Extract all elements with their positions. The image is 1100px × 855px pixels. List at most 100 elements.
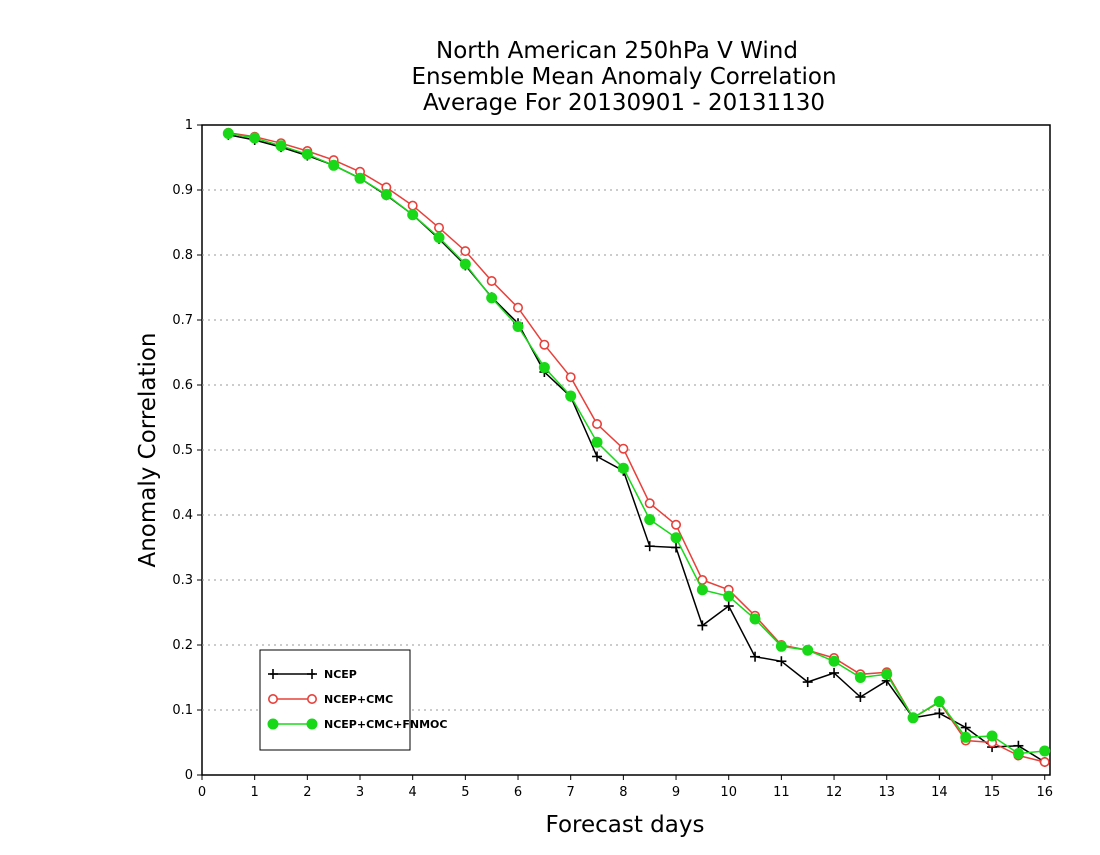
x-tick-label: 6 <box>514 785 522 800</box>
data-point-ncep <box>855 692 866 702</box>
data-point-ncep-cmc-fnmoc <box>644 514 656 526</box>
legend-marker-end <box>306 693 317 704</box>
data-point-ncep-cmc-fnmoc <box>433 231 445 243</box>
x-tick-label: 4 <box>409 785 417 800</box>
data-point-ncep-cmc-fnmoc <box>249 132 261 144</box>
series-layer <box>222 127 1051 767</box>
data-point-ncep-cmc <box>513 302 524 313</box>
x-tick-label: 2 <box>303 785 311 800</box>
legend-box <box>259 649 411 751</box>
x-tick-label: 15 <box>984 785 1001 800</box>
data-point-ncep <box>671 542 682 553</box>
x-tick-label: 8 <box>619 785 627 800</box>
data-point-ncep-cmc-fnmoc <box>512 321 524 332</box>
x-tick-label: 10 <box>720 785 737 800</box>
y-tick-label: 0.2 <box>172 638 193 653</box>
x-tick-label: 11 <box>773 785 790 800</box>
x-tick-label: 1 <box>251 785 259 800</box>
data-point-ncep <box>644 541 655 552</box>
data-point-ncep-cmc-fnmoc <box>749 613 761 625</box>
data-point-ncep <box>802 677 813 688</box>
data-point-ncep-cmc-fnmoc <box>538 361 550 373</box>
data-point-ncep-cmc <box>644 498 655 509</box>
y-tick-label: 0.5 <box>172 443 193 458</box>
data-point-ncep-cmc-fnmoc <box>328 159 340 171</box>
legend-marker-start <box>268 669 278 679</box>
data-point-ncep-cmc <box>671 519 682 530</box>
y-tick-label: 0.8 <box>172 248 193 263</box>
data-point-ncep-cmc-fnmoc <box>591 436 603 448</box>
data-point-ncep-cmc-fnmoc <box>670 532 682 544</box>
legend: NCEP NCEP+CMC NCEP+CMC+FNMOC <box>259 649 447 751</box>
title-line-2: Ensemble Mean Anomaly Correlation <box>411 64 836 90</box>
y-tick-label: 0.7 <box>172 313 193 328</box>
title-line-1: North American 250hPa V Wind <box>436 38 798 64</box>
data-point-ncep-cmc <box>407 200 418 211</box>
data-point-ncep-cmc-fnmoc <box>222 127 234 139</box>
chart-title: North American 250hPa V Wind Ensemble Me… <box>411 38 836 116</box>
x-tick-label: 14 <box>931 785 948 800</box>
data-point-ncep-cmc-fnmoc <box>723 590 735 602</box>
data-point-ncep-cmc <box>434 222 445 233</box>
y-tick-label: 0.3 <box>172 573 193 588</box>
legend-marker-start <box>267 693 278 704</box>
data-point-ncep-cmc <box>565 372 576 383</box>
legend-marker-end <box>307 669 317 679</box>
data-point-ncep <box>934 708 945 719</box>
data-point-ncep-cmc-fnmoc <box>301 148 313 160</box>
legend-label: NCEP+CMC+FNMOC <box>324 718 447 731</box>
x-tick-label: 9 <box>672 785 680 800</box>
x-tick-label: 5 <box>461 785 469 800</box>
x-tick-label: 16 <box>1036 785 1053 800</box>
data-point-ncep <box>750 651 761 662</box>
legend-item-ncep-cmc: NCEP+CMC <box>267 693 393 706</box>
data-point-ncep-cmc <box>539 339 550 350</box>
data-point-ncep-cmc-fnmoc <box>775 640 787 652</box>
data-point-ncep-cmc-fnmoc <box>459 258 471 270</box>
data-point-ncep-cmc <box>618 443 629 454</box>
y-tick-label: 0.4 <box>172 508 193 523</box>
series-ncep-cmc-fnmoc <box>222 127 1051 760</box>
y-tick-label: 0.6 <box>172 378 193 393</box>
data-point-ncep-cmc-fnmoc <box>380 189 392 201</box>
data-point-ncep-cmc-fnmoc <box>960 731 972 743</box>
title-line-3: Average For 20130901 - 20131130 <box>423 90 825 116</box>
data-point-ncep-cmc-fnmoc <box>275 140 287 152</box>
data-point-ncep-cmc-fnmoc <box>617 462 629 474</box>
x-tick-label: 0 <box>198 785 206 800</box>
data-point-ncep <box>776 656 787 667</box>
data-point-ncep <box>697 620 708 631</box>
data-point-ncep <box>592 451 603 462</box>
legend-label: NCEP+CMC <box>324 693 393 706</box>
data-point-ncep-cmc-fnmoc <box>1012 748 1024 760</box>
data-point-ncep-cmc <box>1039 756 1050 767</box>
data-point-ncep-cmc-fnmoc <box>565 390 577 402</box>
legend-marker-end <box>306 718 318 730</box>
data-point-ncep-cmc <box>460 246 471 257</box>
legend-items: NCEP NCEP+CMC NCEP+CMC+FNMOC <box>267 668 447 731</box>
data-point-ncep-cmc-fnmoc <box>986 730 998 742</box>
x-tick-label: 13 <box>878 785 895 800</box>
y-tick-label: 0.1 <box>172 703 193 718</box>
data-point-ncep-cmc <box>486 275 497 286</box>
x-tick-label: 7 <box>567 785 575 800</box>
y-tick-label: 0 <box>185 768 193 783</box>
x-tick-label: 3 <box>356 785 364 800</box>
y-tick-label: 0.9 <box>172 183 193 198</box>
data-point-ncep-cmc-fnmoc <box>907 712 919 724</box>
data-point-ncep-cmc-fnmoc <box>933 696 945 708</box>
legend-label: NCEP <box>324 668 357 681</box>
data-point-ncep-cmc-fnmoc <box>407 209 419 221</box>
data-point-ncep <box>960 722 971 733</box>
data-point-ncep-cmc-fnmoc <box>802 644 814 656</box>
y-axis-label: Anomaly Correlation <box>135 332 161 567</box>
data-point-ncep-cmc-fnmoc <box>354 172 366 184</box>
ticks-layer: 0 0.1 0.2 0.3 0.4 0.5 0.6 0.7 0.8 0.9 10 1 2 3 4 5 6 7 8 9 1… <box>172 118 1053 800</box>
data-point-ncep <box>723 601 734 611</box>
legend-item-ncep-cmc-fnmoc: NCEP+CMC+FNMOC <box>267 718 447 731</box>
data-point-ncep-cmc-fnmoc <box>486 292 498 304</box>
data-point-ncep-cmc-fnmoc <box>881 668 893 680</box>
legend-item-ncep: NCEP <box>268 668 357 681</box>
